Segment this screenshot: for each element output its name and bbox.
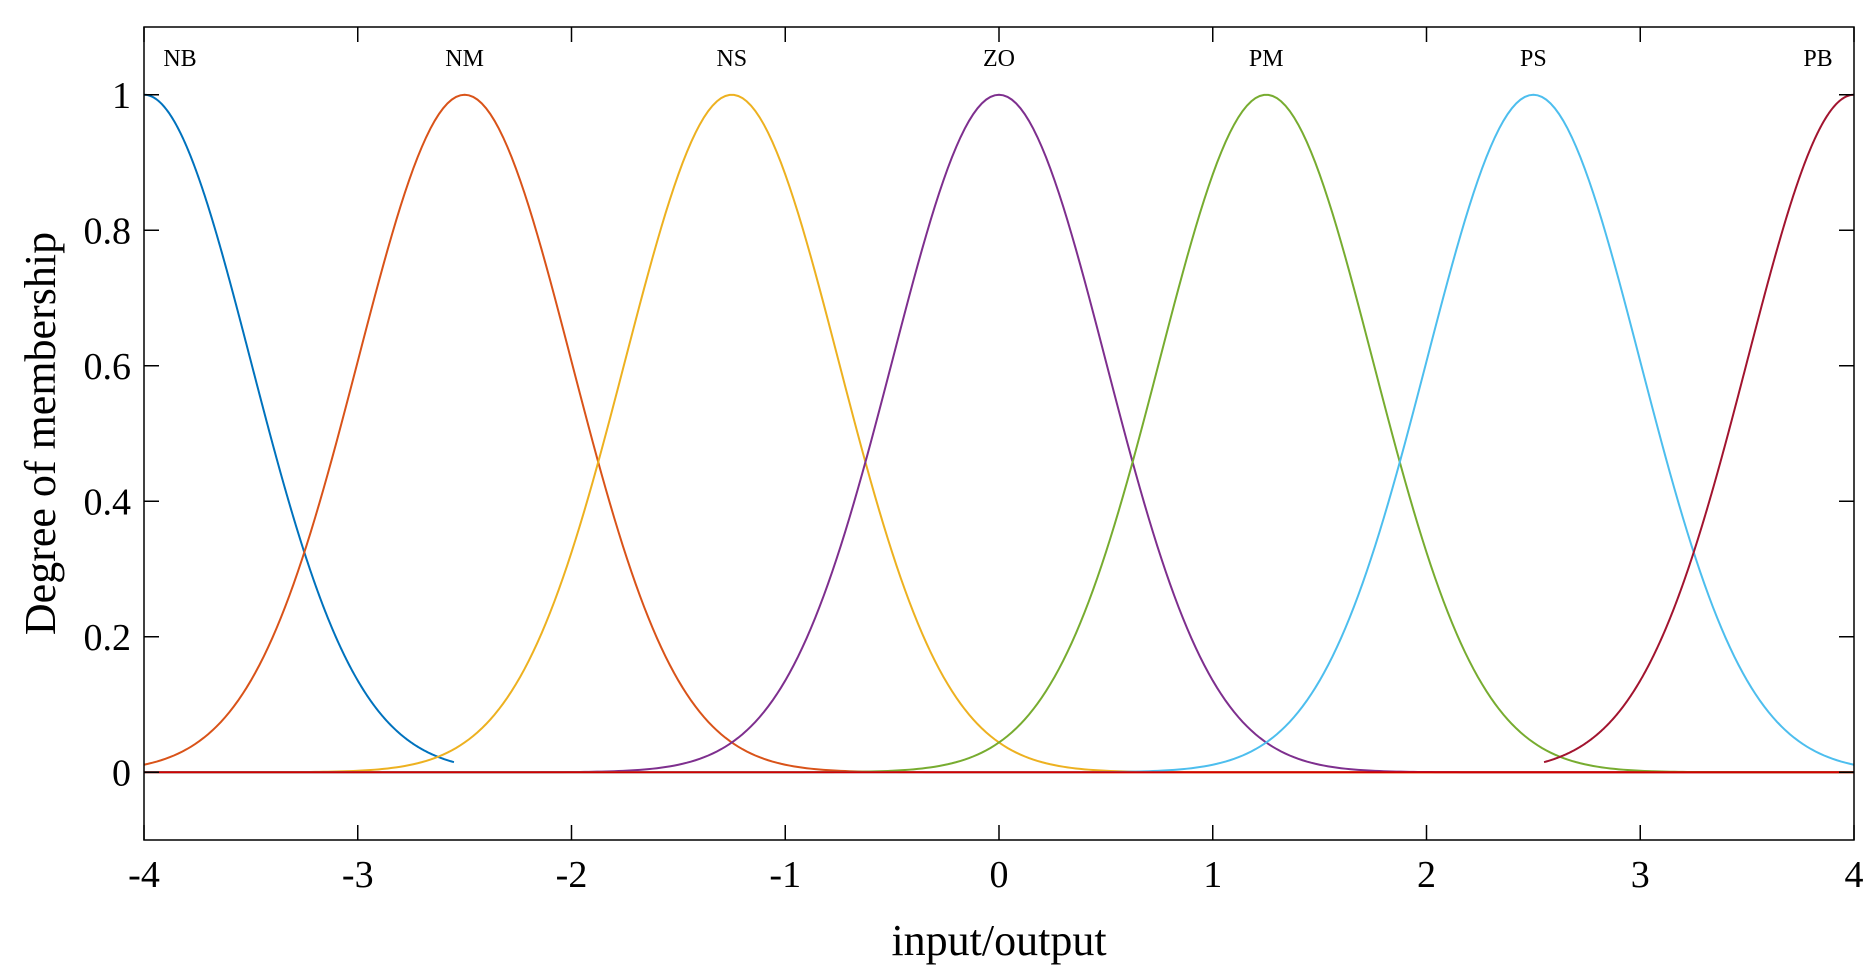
x-tick-label: 4: [1845, 854, 1864, 896]
mf-label-ns: NS: [716, 46, 747, 72]
x-tick-label: 2: [1417, 854, 1436, 896]
x-tick-label: 3: [1631, 854, 1650, 896]
x-tick-label: 0: [990, 854, 1009, 896]
x-axis-title: input/output: [891, 916, 1106, 965]
y-axis-title: Degree of membership: [16, 232, 65, 635]
x-tick-label: 1: [1203, 854, 1222, 896]
mf-label-ps: PS: [1520, 46, 1547, 72]
mf-label-pm: PM: [1249, 46, 1284, 72]
mf-label-zo: ZO: [983, 46, 1015, 72]
x-tick-label: -1: [769, 854, 801, 896]
series-pb-line: [1543, 93, 1855, 764]
x-tick-label: -3: [342, 854, 374, 896]
y-tick-label: 0.8: [84, 210, 132, 252]
y-tick-label: 0.4: [84, 481, 132, 523]
y-tick-label: 0.6: [84, 346, 132, 388]
x-tick-label: -2: [556, 854, 588, 896]
axis-ticks: -4 -3 -2 -1 0 1 2 3 4 0 0.2 0.4 0.6 0.8 1: [84, 27, 1864, 896]
y-tick-label: 1: [112, 75, 131, 117]
mf-labels: NB NM NS ZO PM PS PB: [163, 46, 1832, 72]
mf-label-nb: NB: [163, 46, 196, 72]
x-tick-label: -4: [128, 854, 160, 896]
y-tick-label: 0.2: [84, 617, 132, 659]
series-nb-line: [143, 93, 455, 764]
membership-curves: [143, 93, 1855, 774]
mf-label-nm: NM: [445, 46, 484, 72]
mf-label-pb: PB: [1803, 46, 1832, 72]
y-tick-label: 0: [112, 752, 131, 794]
